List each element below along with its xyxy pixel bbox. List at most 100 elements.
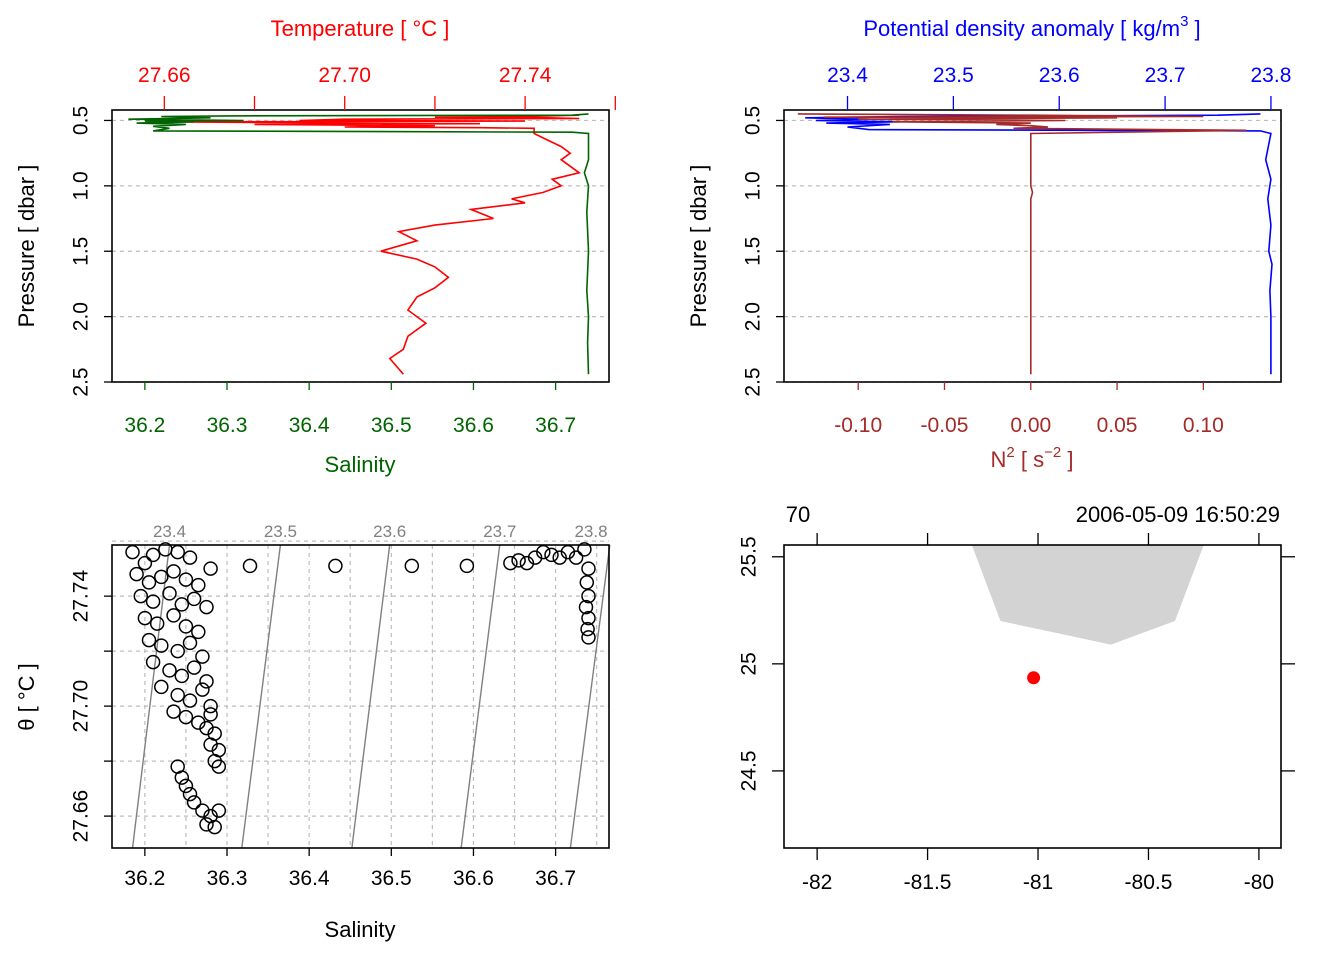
p3-point <box>129 566 144 582</box>
panel-density-n2-profile: 0.5 1.0 1.5 2.0 2.5 -0.10 -0.05 0.00 0.05 0.10 23.… <box>686 13 1291 472</box>
p2-bottom-label-text: N <box>991 447 1007 472</box>
p3-point <box>145 594 161 609</box>
p2-density-tick-label: 23.4 <box>827 64 868 87</box>
p2-bottom-label-sup: 2 <box>1006 444 1014 461</box>
p3-x-tick-label: 36.4 <box>289 867 330 890</box>
p2-bottom-label-sup2: −2 <box>1044 444 1061 461</box>
p3-x-tick-label: 36.3 <box>207 867 248 890</box>
p3-point <box>511 553 526 568</box>
p3-point <box>137 610 153 626</box>
p1-y-tick-label: 1.0 <box>70 171 93 200</box>
p2-n2-tick-label: 0.00 <box>1010 414 1051 437</box>
p4-y-tick-label: 25.5 <box>738 536 761 577</box>
p2-y-tick-label: 2.5 <box>742 367 765 396</box>
p3-point <box>186 660 202 675</box>
p2-n2-tick-label: -0.10 <box>834 414 882 437</box>
p3-point <box>578 599 594 615</box>
p2-density-tick-label: 23.5 <box>933 64 974 87</box>
p3-point <box>211 803 227 818</box>
p4-x-tick-label: -82 <box>802 871 832 894</box>
p3-point <box>186 591 202 607</box>
p3-point <box>579 575 595 590</box>
p2-y-tick-label: 0.5 <box>742 106 765 135</box>
p3-point <box>162 586 177 601</box>
p2-data <box>797 113 1273 375</box>
p3-point <box>544 547 559 563</box>
p4-frame <box>783 544 1282 849</box>
p3-point <box>178 572 194 587</box>
p3-point <box>328 558 343 574</box>
p3-point <box>199 817 214 832</box>
p3-point <box>170 643 185 659</box>
p1-salinity-tick-label: 36.4 <box>289 414 330 437</box>
p3-point <box>581 630 596 645</box>
p2-axes: 0.5 1.0 1.5 2.0 2.5 -0.10 -0.05 0.00 0.05 0.10 23.… <box>742 64 1292 437</box>
p3-point <box>195 803 210 818</box>
p3-point <box>182 635 198 651</box>
p3-point <box>503 555 518 571</box>
p1-series-salinity-line <box>128 113 590 375</box>
p3-point <box>162 663 177 678</box>
p2-series-n2-line <box>797 113 1247 375</box>
p3-point <box>191 577 206 593</box>
p3-point <box>178 778 194 794</box>
p3-x-tick-label: 36.5 <box>371 867 412 890</box>
p3-point <box>199 720 214 736</box>
p3-point <box>170 687 185 703</box>
p2-density-tick-label: 23.7 <box>1145 64 1186 87</box>
p4-station-marker <box>1027 671 1041 685</box>
p3-point <box>203 561 218 576</box>
p3-point <box>125 544 140 560</box>
p3-point <box>404 558 420 574</box>
p4-y-tick-label: 24.5 <box>738 750 761 791</box>
p1-salinity-tick-label: 36.2 <box>124 414 165 437</box>
p1-y-tick-label: 2.5 <box>70 367 93 396</box>
p3-point <box>199 674 214 689</box>
p1-temperature-tick-label: 27.74 <box>499 64 552 87</box>
p3-point <box>519 555 535 571</box>
p3-x-axis-label: Salinity <box>325 917 396 942</box>
p3-point <box>166 608 181 623</box>
p3-point <box>186 795 202 810</box>
p4-top-label-time: 2006-05-09 16:50:29 <box>1076 502 1280 527</box>
p1-salinity-tick-label: 36.3 <box>207 414 248 437</box>
p3-point <box>154 679 169 695</box>
p3-point <box>191 624 206 640</box>
p2-top-label-text: Potential density anomaly [ kg/m <box>863 16 1180 41</box>
p2-y-tick-label: 1.5 <box>742 237 765 266</box>
p2-top-label-sup: 3 <box>1180 13 1188 30</box>
p3-point <box>527 550 543 565</box>
p4-top-label-station: 70 <box>786 502 810 527</box>
p2-y-tick-label: 1.0 <box>742 171 765 200</box>
p3-axes: 36.2 36.3 36.4 36.5 36.6 36.7 27.66 27.70 27.74 <box>70 570 576 890</box>
p2-top-label-end: ] <box>1188 16 1200 41</box>
p2-series-density-line <box>805 113 1273 375</box>
p3-point <box>174 597 190 612</box>
p4-y-tick-label: 25 <box>738 652 761 675</box>
p3-point <box>552 550 567 565</box>
p3-point <box>174 770 190 785</box>
p3-isopycnal-line-4 <box>569 544 611 849</box>
p3-point <box>568 550 584 565</box>
p2-frame <box>783 109 1282 383</box>
p2-bottom-label-end: ] <box>1061 447 1073 472</box>
p1-axes: 0.5 1.0 1.5 2.0 2.5 36.2 36.3 36.4 36.5 36.6 36.7 2… <box>70 64 616 437</box>
p3-point <box>182 693 198 708</box>
p1-salinity-tick-label: 36.7 <box>535 414 576 437</box>
p1-series-temperature-line <box>164 114 582 375</box>
p3-point <box>195 682 210 697</box>
p2-n2-tick-label: 0.05 <box>1097 414 1138 437</box>
p3-point <box>154 569 169 585</box>
p2-density-tick-label: 23.6 <box>1039 64 1080 87</box>
p2-bottom-axis-label: N2 [ s−2 ] <box>991 444 1074 472</box>
p3-y-tick-label: 27.70 <box>70 680 93 733</box>
p3-point <box>141 632 157 648</box>
p3-isopycnal-label: 23.5 <box>264 522 297 541</box>
p2-grid <box>784 119 1281 383</box>
p3-point <box>577 542 592 557</box>
p2-n2-tick-label: 0.10 <box>1183 414 1224 437</box>
p3-isopycnal-label: 23.7 <box>483 522 516 541</box>
p1-y-tick-label: 2.0 <box>70 302 93 331</box>
p3-x-tick-label: 36.6 <box>453 867 494 890</box>
